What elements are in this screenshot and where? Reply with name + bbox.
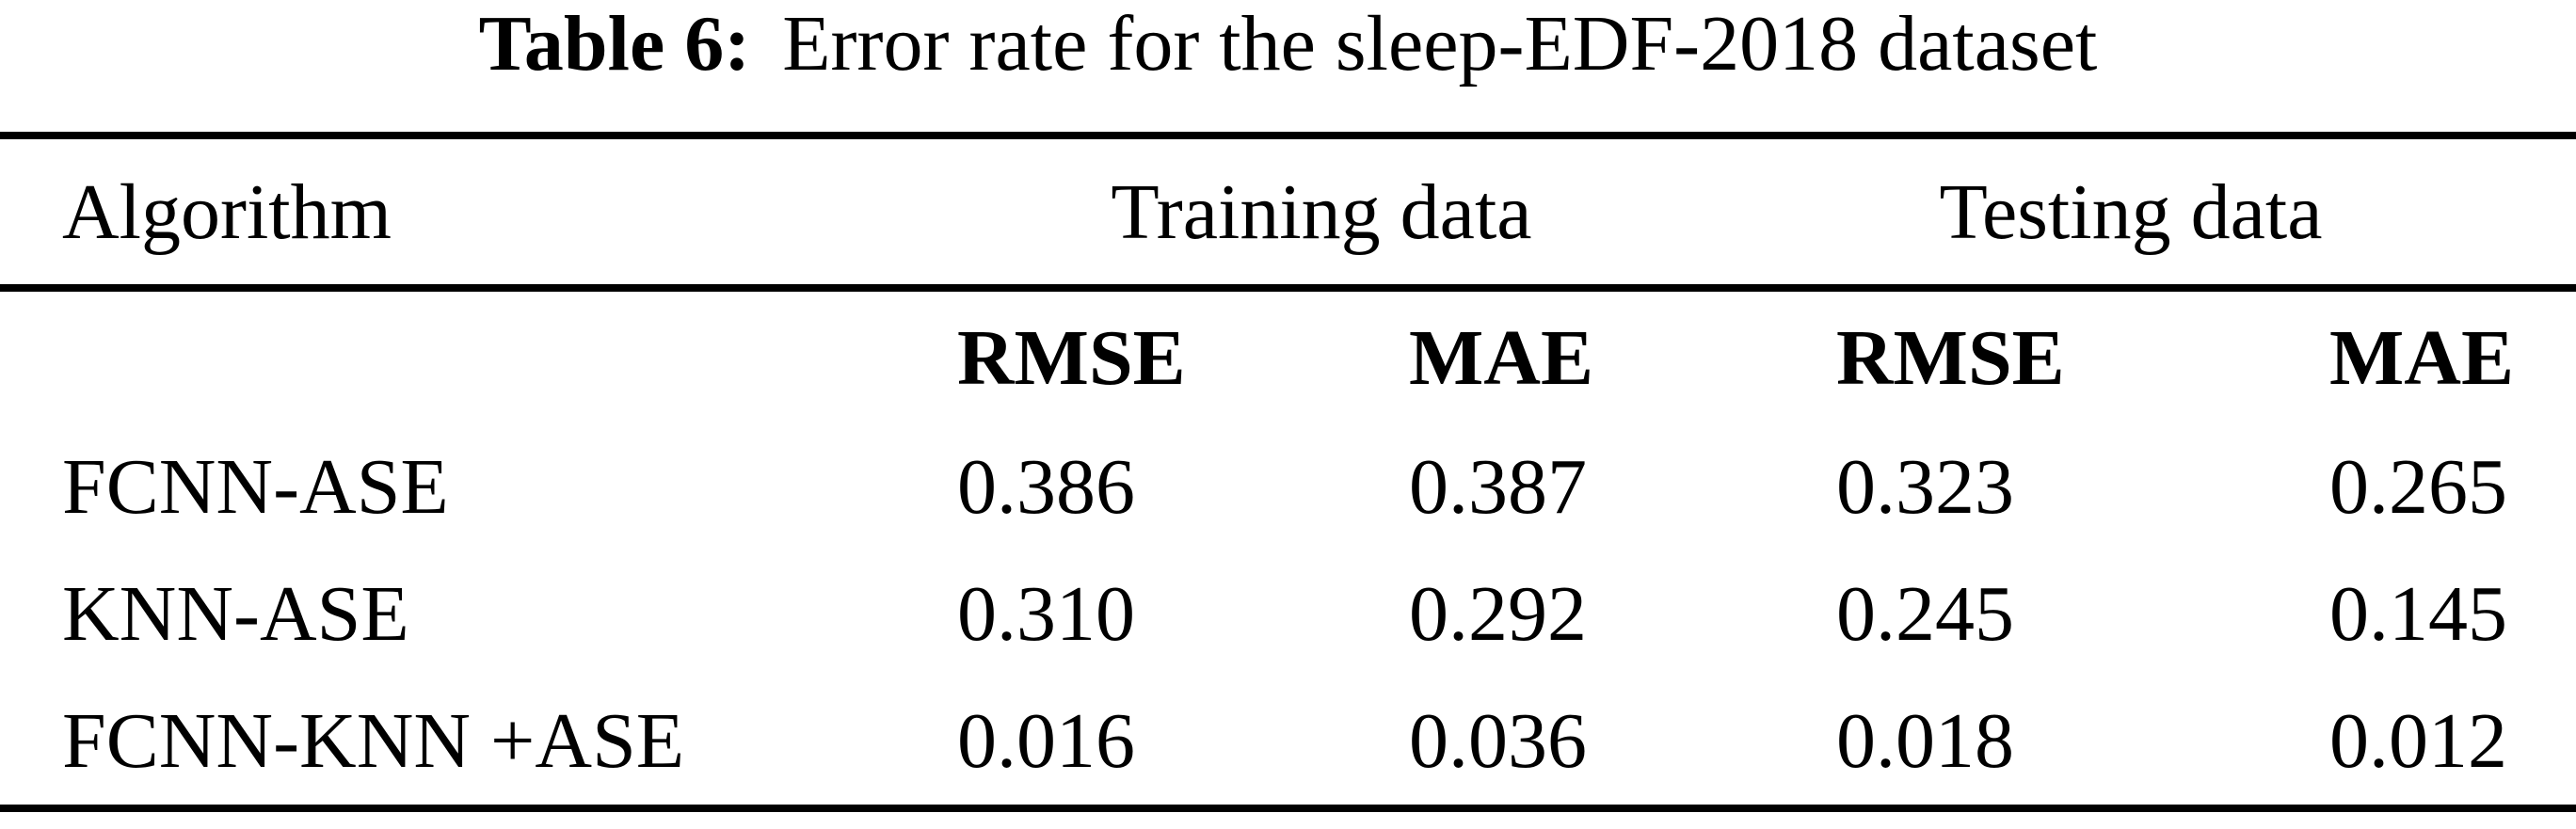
- table-caption: Table 6: Error rate for the sleep-EDF-20…: [0, 0, 2576, 132]
- value-testing-mae: 0.012: [2329, 697, 2507, 785]
- metric-header-training-rmse: RMSE: [957, 313, 1186, 402]
- algorithm-name: FCNN-ASE: [62, 443, 449, 531]
- value-training-rmse: 0.386: [957, 443, 1135, 531]
- value-training-mae: 0.292: [1409, 570, 1587, 658]
- algorithm-name: KNN-ASE: [62, 570, 409, 658]
- table-row: FCNN-KNN +ASE 0.016 0.036 0.018 0.012: [0, 678, 2576, 805]
- table-row: FCNN-ASE 0.386 0.387 0.323 0.265: [0, 423, 2576, 550]
- table-row: KNN-ASE 0.310 0.292 0.245 0.145: [0, 550, 2576, 678]
- caption-text: Error rate for the sleep-EDF-2018 datase…: [782, 0, 2098, 88]
- group-header-row: Algorithm Training data Testing data: [0, 139, 2576, 284]
- metric-header-testing-rmse: RMSE: [1836, 313, 2065, 402]
- value-testing-rmse: 0.245: [1836, 570, 2014, 658]
- value-testing-rmse: 0.018: [1836, 697, 2014, 785]
- value-training-rmse: 0.016: [957, 697, 1135, 785]
- mid-rule: [0, 284, 2576, 292]
- algorithm-name: FCNN-KNN +ASE: [62, 697, 685, 785]
- group-header-testing-data: Testing data: [1939, 167, 2323, 256]
- caption-number-label: Table 6:: [478, 0, 751, 88]
- group-header-training-data: Training data: [1111, 167, 1532, 256]
- value-training-mae: 0.387: [1409, 443, 1587, 531]
- value-training-mae: 0.036: [1409, 697, 1587, 785]
- value-testing-mae: 0.145: [2329, 570, 2507, 658]
- metric-header-training-mae: MAE: [1409, 313, 1593, 402]
- value-testing-mae: 0.265: [2329, 443, 2507, 531]
- bottom-rule: [0, 805, 2576, 812]
- top-rule: [0, 132, 2576, 139]
- metric-header-testing-mae: MAE: [2329, 313, 2514, 402]
- column-header-algorithm: Algorithm: [62, 167, 392, 256]
- value-testing-rmse: 0.323: [1836, 443, 2014, 531]
- value-training-rmse: 0.310: [957, 570, 1135, 658]
- metric-header-row: RMSE MAE RMSE MAE: [0, 292, 2576, 423]
